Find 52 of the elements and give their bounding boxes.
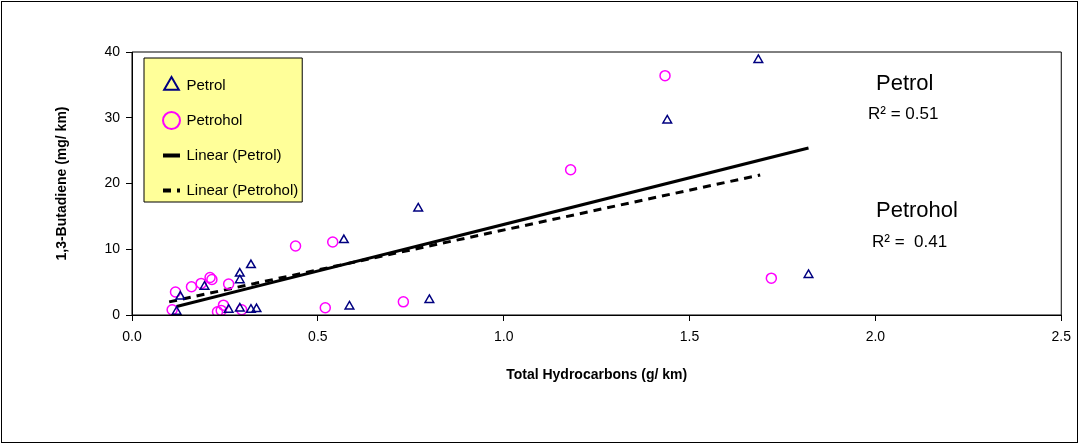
point — [223, 303, 234, 313]
y-tick-label: 40 — [104, 42, 121, 59]
point — [199, 280, 210, 290]
point — [338, 234, 349, 244]
annotation: Petrol — [876, 70, 934, 96]
point — [753, 54, 764, 64]
point — [185, 280, 198, 293]
point — [397, 296, 410, 308]
point — [662, 114, 673, 124]
point — [234, 267, 245, 277]
point — [166, 303, 178, 315]
point — [251, 303, 262, 313]
y-axis-title: 1,3-Butadiene (mg/ km) — [53, 106, 70, 261]
point — [234, 274, 245, 284]
annotation: Petrohol — [876, 197, 958, 223]
point — [211, 305, 224, 315]
point — [319, 302, 332, 314]
point — [222, 278, 235, 290]
y-tick-label: 0 — [112, 305, 121, 322]
legend-label: Petrohol — [186, 110, 243, 128]
point — [344, 300, 355, 310]
x-axis-title: Total Hydrocarbons (g/ km) — [506, 366, 688, 383]
x-tick-label: 1.0 — [493, 328, 514, 345]
point — [195, 277, 207, 290]
point — [564, 163, 577, 176]
x-tick-label: 0.5 — [308, 328, 328, 345]
annotation: R² = 0.41 — [872, 232, 948, 252]
point — [289, 240, 302, 252]
y-tick-label: 30 — [104, 108, 121, 125]
x-tick-label: 1.5 — [679, 328, 700, 345]
point — [169, 286, 182, 298]
point — [245, 259, 257, 269]
y-tick-label: 10 — [104, 240, 121, 257]
legend-label: Linear (Petrohol) — [186, 180, 299, 198]
point — [171, 305, 182, 315]
point — [175, 290, 186, 300]
annotation: R² = 0.51 — [868, 104, 939, 124]
legend-label: Petrol — [186, 75, 226, 93]
point — [215, 304, 227, 315]
y-tick-label: 20 — [104, 174, 121, 191]
point — [413, 202, 424, 212]
point — [326, 236, 339, 248]
point — [765, 272, 778, 284]
point — [424, 294, 435, 304]
point — [803, 269, 814, 279]
x-tick-label: 2.5 — [1051, 328, 1072, 345]
point — [659, 69, 671, 82]
point — [245, 303, 257, 313]
legend-label: Linear (Petrol) — [186, 145, 282, 163]
x-tick-label: 0.0 — [122, 328, 142, 345]
x-tick-label: 2.0 — [865, 328, 886, 345]
point — [217, 299, 230, 311]
